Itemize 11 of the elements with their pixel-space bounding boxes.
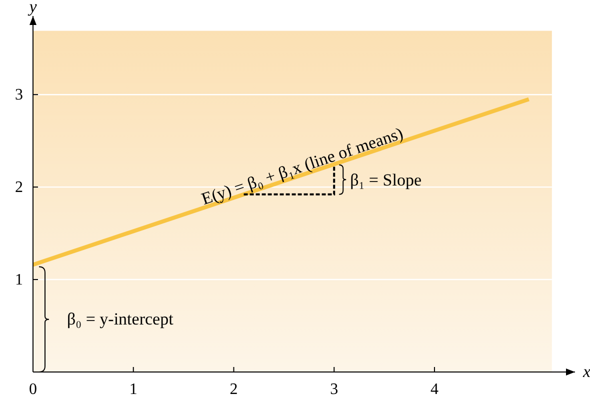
y-tick-label: 3	[15, 86, 23, 104]
x-tick-label: 1	[129, 381, 138, 398]
y-tick-label: 1	[15, 272, 23, 289]
annotation: β₁ = Slope	[350, 170, 422, 190]
y-tick-label: 2	[15, 179, 23, 196]
x-tick-label: 0	[29, 381, 37, 398]
x-tick-label: 3	[330, 381, 338, 398]
x-tick-label: 2	[230, 381, 238, 398]
x-tick-label: 4	[430, 381, 438, 398]
y-axis-title: y	[27, 0, 38, 16]
annotation: β₀ = y-intercept	[67, 309, 174, 328]
